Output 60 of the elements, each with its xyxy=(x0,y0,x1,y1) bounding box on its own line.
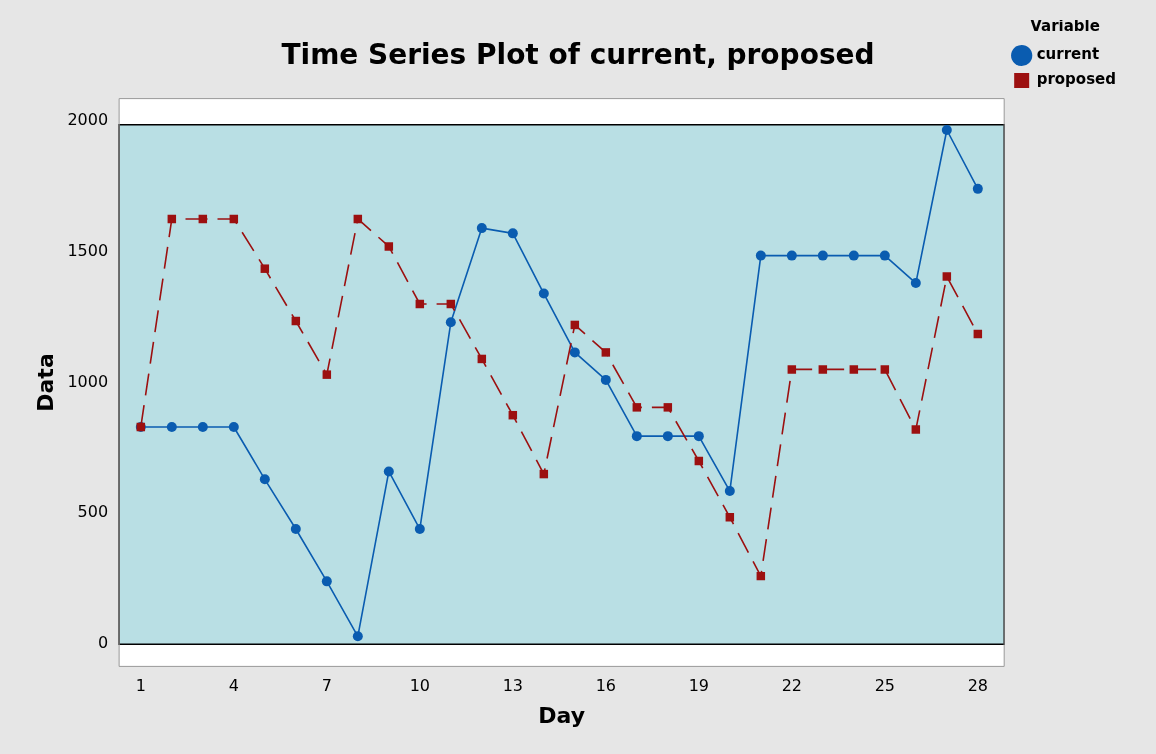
point xyxy=(321,576,332,587)
legend-title: Variable xyxy=(1030,17,1100,36)
point xyxy=(352,631,363,642)
point xyxy=(693,431,704,442)
point xyxy=(879,250,890,261)
x-tick-label: 19 xyxy=(688,676,709,696)
point xyxy=(228,421,239,432)
point xyxy=(414,524,425,535)
point xyxy=(197,421,208,432)
x-axis-title: Day xyxy=(538,702,586,728)
x-tick-label: 7 xyxy=(321,676,332,696)
point xyxy=(972,183,983,194)
point xyxy=(600,374,611,385)
x-tick-label: 16 xyxy=(595,676,616,696)
y-tick-label: 2000 xyxy=(67,110,109,129)
point xyxy=(663,403,673,412)
point xyxy=(818,365,828,374)
legend-label: current xyxy=(1036,45,1100,64)
point xyxy=(942,272,952,281)
point xyxy=(569,347,580,358)
x-tick-label: 28 xyxy=(967,676,989,696)
point xyxy=(290,524,301,535)
point xyxy=(848,250,859,261)
x-tick-label: 10 xyxy=(409,676,430,696)
point xyxy=(662,431,673,442)
y-axis-title: Data xyxy=(32,353,58,412)
x-tick-label: 1 xyxy=(135,676,146,696)
y-tick-label: 1000 xyxy=(67,371,109,391)
x-tick-label: 4 xyxy=(228,676,239,696)
point xyxy=(880,365,890,374)
point xyxy=(724,486,735,497)
point xyxy=(755,250,766,261)
y-tick-label: 1500 xyxy=(67,240,109,260)
point xyxy=(632,403,642,412)
point xyxy=(601,348,611,357)
legend-label: proposed xyxy=(1036,70,1117,89)
point xyxy=(166,421,177,432)
point xyxy=(507,228,518,239)
point xyxy=(787,365,797,374)
point xyxy=(631,431,642,442)
point xyxy=(538,288,549,299)
point xyxy=(941,125,952,135)
point xyxy=(260,264,270,273)
x-tick-label: 25 xyxy=(874,676,896,696)
point xyxy=(384,242,394,251)
point xyxy=(910,278,921,289)
point xyxy=(786,250,797,261)
x-tick-label: 22 xyxy=(781,676,803,696)
point xyxy=(383,466,394,477)
point xyxy=(817,250,828,261)
y-tick-label: 500 xyxy=(77,502,109,522)
point xyxy=(476,223,487,234)
point xyxy=(259,474,270,485)
chart-title: Time Series Plot of current, proposed xyxy=(281,38,875,72)
point xyxy=(322,370,332,379)
x-tick-label: 13 xyxy=(502,676,523,696)
y-tick-label: 0 xyxy=(97,633,109,653)
point xyxy=(445,317,456,328)
point xyxy=(911,425,921,434)
point xyxy=(849,365,859,374)
